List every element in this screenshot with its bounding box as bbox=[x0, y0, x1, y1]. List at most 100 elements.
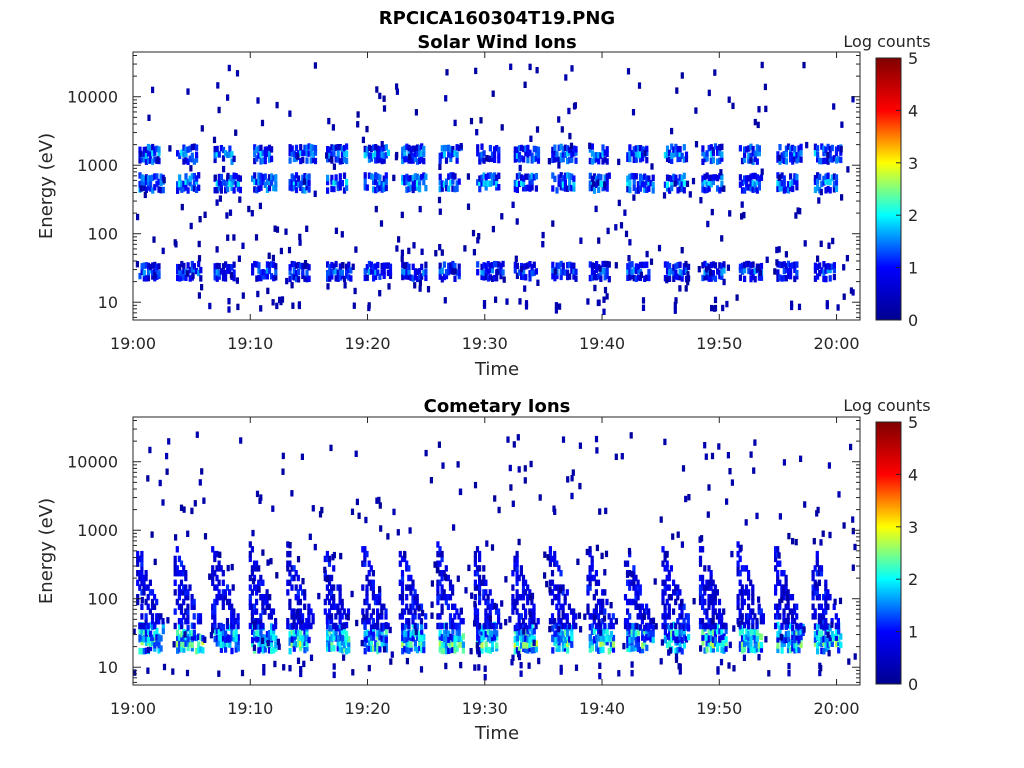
solar-wind-cell bbox=[186, 187, 190, 194]
cometary-cell bbox=[263, 594, 267, 601]
cometary-cell bbox=[334, 629, 338, 636]
solar-wind-cell bbox=[701, 149, 705, 157]
solar-wind-cell bbox=[263, 181, 267, 188]
solar-wind-cell bbox=[670, 268, 674, 275]
cometary-cell bbox=[146, 646, 150, 654]
solar-wind-cell bbox=[789, 180, 793, 188]
cometary-cell bbox=[277, 643, 281, 650]
solar-wind-cell bbox=[418, 151, 422, 158]
cometary-cell bbox=[645, 608, 649, 615]
solar-wind-cell bbox=[760, 61, 764, 69]
cometary-cell bbox=[513, 642, 517, 649]
cometary-cell bbox=[347, 636, 351, 643]
cometary-cell bbox=[309, 608, 313, 615]
solar-wind-cell bbox=[453, 262, 457, 270]
cometary-cell bbox=[384, 641, 388, 648]
cometary-cell bbox=[743, 622, 747, 629]
solar-wind-cell bbox=[334, 156, 338, 163]
cometary-cell bbox=[251, 636, 255, 644]
solar-wind-cell bbox=[192, 158, 196, 165]
solar-wind-cell bbox=[420, 156, 424, 163]
solar-wind-cell bbox=[307, 275, 311, 282]
cometary-cell bbox=[782, 608, 786, 615]
cometary-cell bbox=[740, 613, 744, 620]
solar-wind-cell bbox=[520, 179, 524, 187]
solar-wind-cell bbox=[376, 269, 380, 276]
cometary-cell bbox=[378, 594, 382, 601]
solar-wind-cell bbox=[144, 262, 148, 269]
cometary-cell bbox=[744, 618, 749, 625]
cometary-cell bbox=[438, 639, 442, 647]
cometary-cell bbox=[340, 603, 344, 610]
solar-wind-cell bbox=[534, 268, 538, 275]
solar-wind-cell bbox=[253, 260, 257, 268]
solar-wind-cell bbox=[138, 157, 142, 164]
cometary-cell bbox=[424, 449, 428, 457]
solar-wind-cell bbox=[636, 263, 640, 270]
solar-wind-cell bbox=[678, 261, 682, 268]
cometary-cell bbox=[707, 565, 711, 572]
cometary-cell bbox=[663, 608, 667, 615]
cometary-cell bbox=[513, 635, 517, 643]
cometary-cell bbox=[455, 645, 459, 652]
solar-wind-cell bbox=[182, 274, 186, 281]
cometary-cell bbox=[594, 579, 598, 586]
solar-wind-cell bbox=[374, 186, 378, 194]
solar-wind-cell bbox=[413, 155, 417, 162]
solar-wind-cell bbox=[378, 178, 382, 186]
cometary-cell bbox=[267, 603, 271, 610]
cometary-cell bbox=[301, 635, 305, 642]
solar-wind-cell bbox=[816, 255, 820, 262]
solar-wind-cell bbox=[162, 176, 166, 184]
cometary-cell bbox=[146, 667, 150, 674]
solar-wind-cell bbox=[301, 262, 305, 270]
solar-wind-cell bbox=[701, 274, 705, 282]
solar-wind-cell bbox=[720, 262, 724, 270]
cometary-cell bbox=[411, 618, 415, 625]
cometary-cell bbox=[250, 589, 254, 596]
cometary-cell bbox=[403, 645, 407, 653]
cometary-cell bbox=[553, 555, 557, 563]
solar-wind-cell bbox=[447, 173, 451, 180]
cometary-cell bbox=[374, 645, 378, 652]
cometary-cell bbox=[265, 634, 269, 641]
solar-wind-cell bbox=[778, 180, 782, 188]
cometary-cell bbox=[213, 613, 217, 620]
solar-wind-cell bbox=[382, 105, 387, 112]
solar-wind-cell bbox=[813, 178, 817, 185]
solar-wind-cell bbox=[294, 186, 299, 194]
solar-wind-cell bbox=[617, 199, 621, 207]
solar-wind-cell bbox=[849, 287, 853, 294]
solar-wind-cell bbox=[161, 247, 165, 255]
cometary-cell bbox=[346, 608, 351, 615]
cometary-cell bbox=[751, 594, 755, 601]
cometary-cell bbox=[643, 636, 647, 643]
cometary-cell bbox=[234, 628, 238, 636]
cometary-cell bbox=[296, 657, 301, 664]
solar-wind-cell bbox=[793, 275, 797, 283]
solar-wind-cell bbox=[274, 174, 278, 181]
solar-wind-cell bbox=[663, 152, 667, 159]
cometary-cell bbox=[521, 579, 526, 586]
solar-wind-cell bbox=[232, 234, 236, 241]
solar-wind-cell bbox=[568, 172, 572, 180]
solar-wind-cell bbox=[645, 186, 649, 193]
cometary-cell bbox=[654, 623, 658, 630]
solar-wind-cell bbox=[449, 267, 453, 274]
cometary-cell bbox=[272, 624, 276, 631]
solar-wind-cell bbox=[265, 150, 269, 158]
solar-wind-cell bbox=[674, 143, 678, 151]
solar-wind-x-tick-label: 19:40 bbox=[579, 334, 625, 353]
solar-wind-cell bbox=[476, 269, 480, 276]
solar-wind-cell bbox=[624, 230, 629, 238]
cometary-cell bbox=[157, 635, 161, 642]
solar-wind-cell bbox=[267, 178, 272, 186]
cometary-cell bbox=[780, 622, 784, 630]
solar-wind-cell bbox=[753, 267, 757, 275]
solar-wind-cell bbox=[501, 260, 505, 268]
solar-wind-cell bbox=[705, 172, 709, 179]
cometary-cell bbox=[742, 589, 746, 596]
solar-wind-cell bbox=[590, 143, 594, 150]
cometary-cell bbox=[482, 565, 486, 572]
cometary-cell bbox=[599, 646, 603, 654]
